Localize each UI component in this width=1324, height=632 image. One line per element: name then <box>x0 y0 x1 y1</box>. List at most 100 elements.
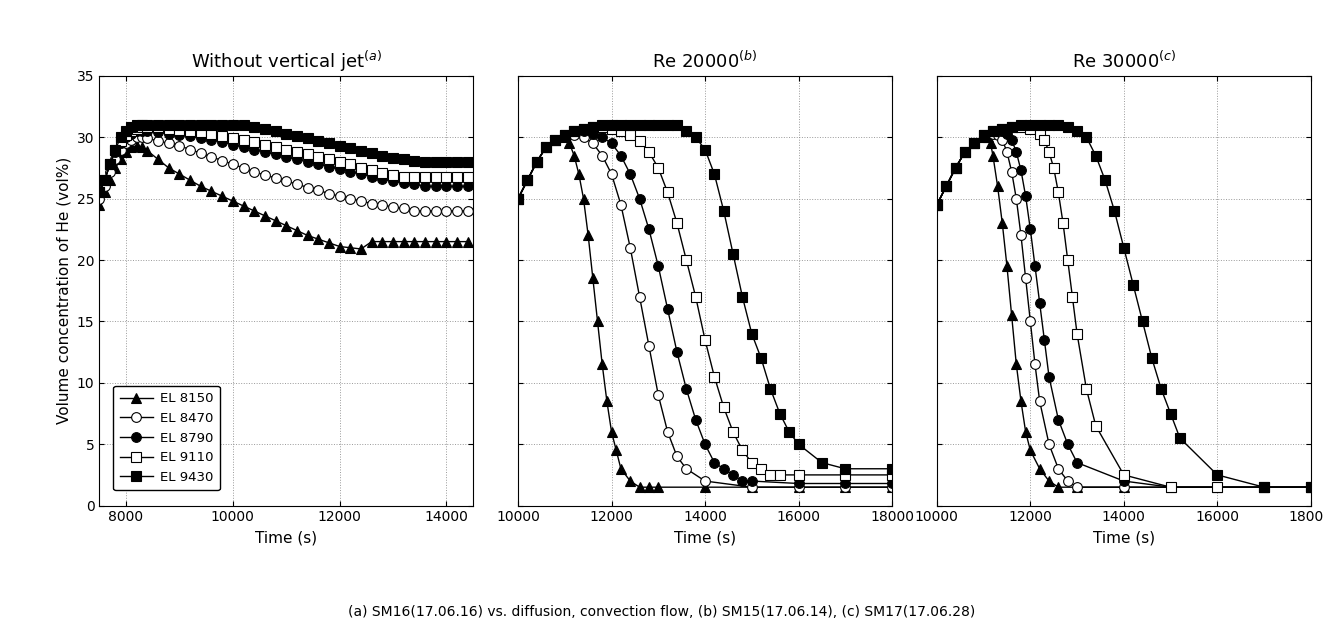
EL 9110 <box>320 155 336 163</box>
EL 8150 <box>172 170 188 178</box>
EL 9110 <box>1209 483 1225 491</box>
EL 8790 <box>102 161 118 168</box>
EL 8470 <box>375 201 391 209</box>
EL 8150 <box>580 232 596 240</box>
EL 8790 <box>320 163 336 171</box>
EL 9430 <box>299 135 315 142</box>
EL 9430 <box>763 385 779 392</box>
EL 9430 <box>343 145 359 152</box>
EL 8150 <box>571 170 587 178</box>
EL 9110 <box>735 447 751 454</box>
EL 8790 <box>343 168 359 176</box>
EL 8790 <box>438 183 454 190</box>
EL 9110 <box>225 135 241 142</box>
EL 9430 <box>1050 121 1066 129</box>
EL 9110 <box>364 167 380 174</box>
EL 9110 <box>519 176 535 184</box>
EL 9110 <box>763 471 779 478</box>
EL 9110 <box>957 148 973 155</box>
EL 8470 <box>519 176 535 184</box>
EL 9430 <box>1256 483 1272 491</box>
Text: (a) SM16(17.06.16) vs. diffusion, convection flow, (b) SM15(17.06.14), (c) SM17(: (a) SM16(17.06.16) vs. diffusion, convec… <box>348 605 976 619</box>
EL 8150 <box>528 158 544 166</box>
EL 9430 <box>417 158 433 166</box>
EL 8470 <box>1059 477 1075 485</box>
EL 8790 <box>1116 477 1132 485</box>
EL 8790 <box>385 178 401 185</box>
Line: EL 8790: EL 8790 <box>94 126 473 197</box>
EL 8790 <box>364 173 380 180</box>
EL 9430 <box>1088 152 1104 159</box>
EL 8150 <box>1009 361 1025 368</box>
EL 8790 <box>604 140 620 147</box>
EL 8790 <box>246 146 262 154</box>
EL 8790 <box>967 140 982 147</box>
EL 8470 <box>246 168 262 176</box>
EL 9430 <box>929 201 945 209</box>
EL 9110 <box>278 146 294 154</box>
EL 9430 <box>650 121 666 129</box>
EL 9430 <box>659 121 675 129</box>
EL 9430 <box>107 146 123 154</box>
EL 8470 <box>622 244 638 252</box>
EL 9110 <box>1088 422 1104 430</box>
EL 8150 <box>929 201 945 209</box>
EL 9110 <box>310 153 326 161</box>
EL 9110 <box>744 459 760 466</box>
EL 9430 <box>781 428 797 435</box>
EL 8790 <box>1050 416 1066 423</box>
EL 8470 <box>989 131 1005 138</box>
EL 9430 <box>1004 124 1019 131</box>
EL 8150 <box>994 219 1010 227</box>
EL 9430 <box>459 158 475 166</box>
EL 9110 <box>299 150 315 158</box>
EL 8790 <box>236 143 252 151</box>
EL 8470 <box>557 131 573 138</box>
EL 8470 <box>528 158 544 166</box>
EL 8150 <box>438 238 454 245</box>
EL 9430 <box>364 149 380 157</box>
Line: EL 9430: EL 9430 <box>514 120 896 473</box>
EL 9430 <box>375 152 391 159</box>
EL 8790 <box>948 164 964 172</box>
EL 8470 <box>678 465 694 473</box>
EL 8470 <box>613 201 629 209</box>
EL 8470 <box>364 200 380 207</box>
EL 8150 <box>576 195 592 202</box>
EL 9110 <box>659 189 675 197</box>
EL 9110 <box>622 131 638 138</box>
EL 9110 <box>939 183 955 190</box>
EL 9430 <box>641 121 657 129</box>
EL 9430 <box>567 127 583 135</box>
EL 8790 <box>576 127 592 135</box>
EL 8790 <box>1303 483 1319 491</box>
EL 8470 <box>744 483 760 491</box>
EL 8470 <box>1041 441 1057 448</box>
EL 9430 <box>118 127 134 135</box>
EL 9430 <box>113 133 128 141</box>
EL 8470 <box>102 168 118 176</box>
EL 9430 <box>726 250 741 258</box>
EL 9430 <box>172 121 188 129</box>
EL 8150 <box>193 183 209 190</box>
EL 9430 <box>204 121 220 129</box>
EL 9430 <box>985 127 1001 135</box>
EL 8150 <box>396 238 412 245</box>
EL 9110 <box>1022 125 1038 133</box>
EL 8790 <box>1004 136 1019 143</box>
EL 8150 <box>1000 262 1016 270</box>
EL 8150 <box>884 483 900 491</box>
EL 8790 <box>97 176 113 184</box>
EL 8470 <box>172 142 188 150</box>
EL 9110 <box>160 125 176 133</box>
EL 8150 <box>204 188 220 195</box>
EL 8150 <box>428 238 444 245</box>
EL 8790 <box>193 135 209 142</box>
EL 8790 <box>567 127 583 135</box>
EL 8470 <box>225 161 241 168</box>
EL 8150 <box>548 136 564 143</box>
EL 8150 <box>183 176 199 184</box>
EL 9430 <box>1107 207 1123 215</box>
EL 8470 <box>128 133 144 141</box>
EL 8470 <box>139 135 155 142</box>
